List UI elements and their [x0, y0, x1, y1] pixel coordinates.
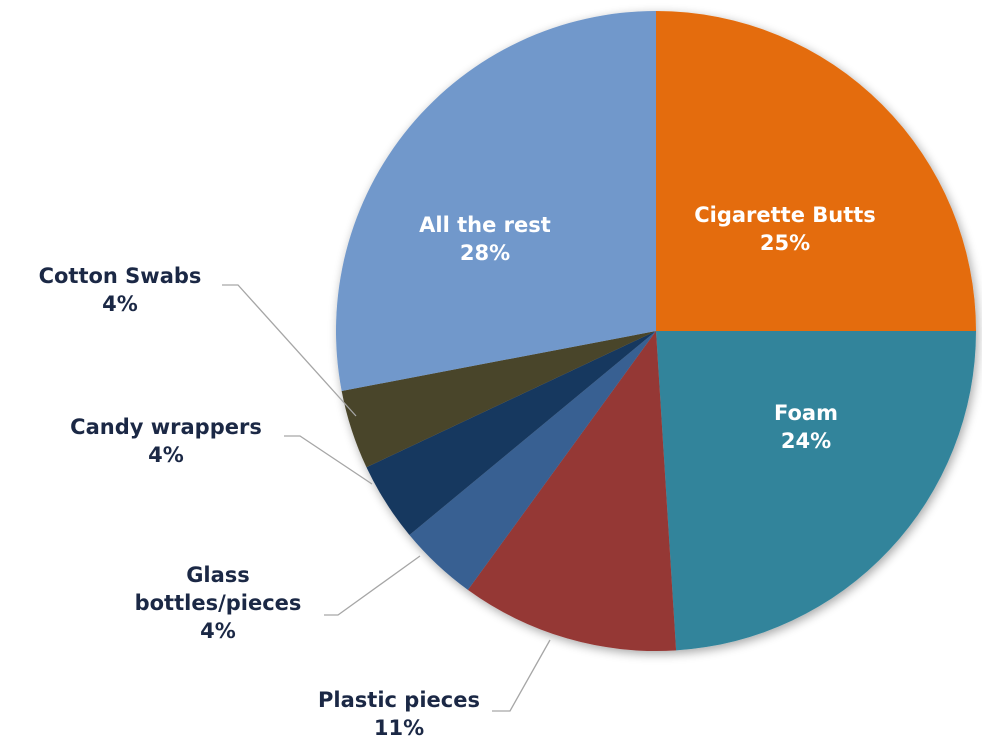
slice-label-candy-wrappers: Candy wrappers 4%: [70, 415, 262, 467]
slice-label-cotton-swabs: Cotton Swabs 4%: [39, 264, 202, 316]
pie-slice-cigarette-butts: [656, 11, 976, 331]
leader-lines: [222, 284, 551, 712]
leader-line-cotton-swabs: [222, 284, 357, 417]
slice-value-foam: 24%: [781, 429, 831, 453]
slice-label-foam: Foam 24%: [774, 401, 838, 453]
leader-line-candy-wrappers: [284, 435, 373, 485]
pie-slice-candy-wrappers: [366, 331, 656, 535]
leader-line-glass-bottles-pieces: [324, 555, 421, 616]
slice-value-plastic-pieces: 11%: [374, 716, 424, 740]
pie-slices: [336, 11, 976, 651]
slice-value-cigarette-butts: 25%: [760, 231, 810, 255]
pie-slice-glass-bottles-pieces: [409, 331, 656, 590]
slice-name-cotton-swabs: Cotton Swabs: [39, 264, 202, 288]
pie-slice-cotton-swabs: [341, 331, 656, 468]
slice-label-cigarette-butts: Cigarette Butts 25%: [694, 203, 876, 255]
slice-label-glass-bottles-pieces: Glass bottles/pieces 4%: [135, 563, 302, 643]
slice-label-plastic-pieces: Plastic pieces 11%: [318, 688, 480, 740]
leader-line-plastic-pieces: [492, 639, 551, 712]
slice-value-cotton-swabs: 4%: [102, 292, 138, 316]
slice-name-plastic-pieces: Plastic pieces: [318, 688, 480, 712]
slice-name-all-the-rest: All the rest: [419, 213, 551, 237]
slice-name-glass-bottles-pieces: bottles/pieces: [135, 591, 302, 615]
slice-value-glass-bottles-pieces: 4%: [200, 619, 236, 643]
slice-name-glass-bottles-pieces: Glass: [186, 563, 250, 587]
slice-name-foam: Foam: [774, 401, 838, 425]
slice-label-all-the-rest: All the rest 28%: [419, 213, 551, 265]
pie-slice-foam: [656, 331, 976, 651]
slice-value-all-the-rest: 28%: [460, 241, 510, 265]
slice-value-candy-wrappers: 4%: [148, 443, 184, 467]
pie-slice-plastic-pieces: [467, 331, 677, 651]
slice-labels: Cigarette Butts 25% Foam 24% Plastic pieces 1…: [39, 203, 876, 740]
pie-slice-all-the-rest: [336, 11, 656, 391]
slice-name-cigarette-butts: Cigarette Butts: [694, 203, 876, 227]
slice-name-candy-wrappers: Candy wrappers: [70, 415, 262, 439]
